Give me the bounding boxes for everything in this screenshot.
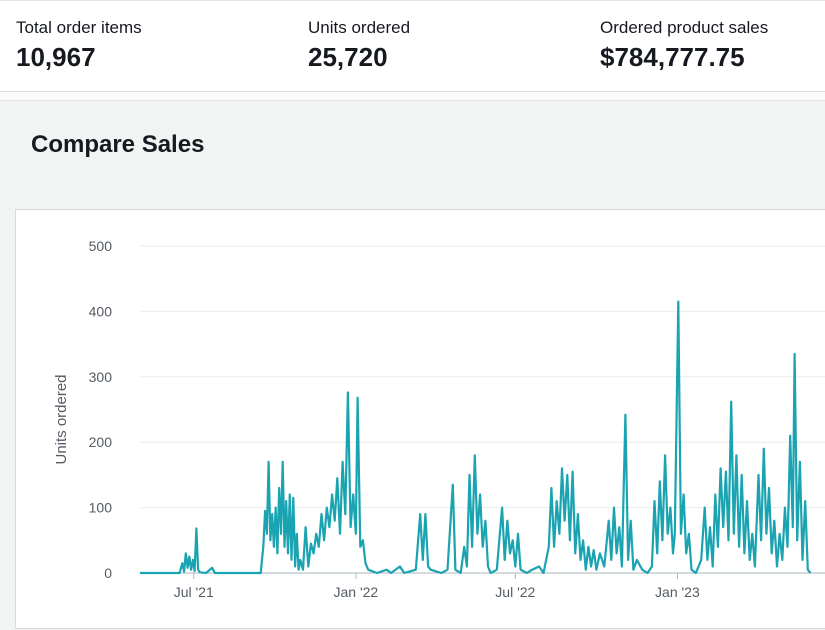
y-tick-label: 0: [104, 565, 112, 581]
x-tick-label: Jul '22: [495, 584, 535, 600]
y-tick-label: 200: [89, 434, 113, 450]
x-tick-label: Jan '23: [655, 584, 700, 600]
metric-value: 10,967: [16, 42, 96, 72]
chart-card: 0 100 200 300 400 500 Jul '21 Jan '22 Jul '22 Jan…: [15, 209, 825, 629]
metric-label: Ordered product sales: [600, 18, 769, 37]
compare-sales-section: Compare Sales 0 100 200 300 400 500 Jul '21 Jan…: [0, 100, 825, 629]
y-tick-label: 100: [89, 500, 113, 516]
metric-ordered-product-sales: Ordered product sales $784,777.75: [600, 17, 768, 73]
x-tick-label: Jul '21: [174, 584, 214, 600]
y-axis-title: Units ordered: [53, 374, 70, 464]
x-tick-label: Jan '22: [333, 584, 378, 600]
metric-units-ordered: Units ordered 25,720: [308, 17, 410, 73]
section-title: Compare Sales: [31, 131, 205, 158]
y-tick-label: 500: [89, 238, 113, 254]
metric-total-order-items: Total order items 10,967: [16, 17, 142, 73]
units-ordered-chart: 0 100 200 300 400 500 Jul '21 Jan '22 Jul '22 Jan…: [53, 238, 825, 600]
y-tick-label: 400: [89, 303, 113, 319]
y-tick-label: 300: [89, 369, 113, 385]
metric-value: $784,777.75: [600, 42, 745, 72]
metric-label: Total order items: [16, 18, 142, 37]
divider: [0, 92, 825, 100]
metric-value: 25,720: [308, 42, 388, 72]
metric-label: Units ordered: [308, 18, 411, 37]
metrics-bar: Total order items 10,967 Units ordered 2…: [0, 0, 825, 92]
series-line-units-ordered: [140, 300, 812, 575]
